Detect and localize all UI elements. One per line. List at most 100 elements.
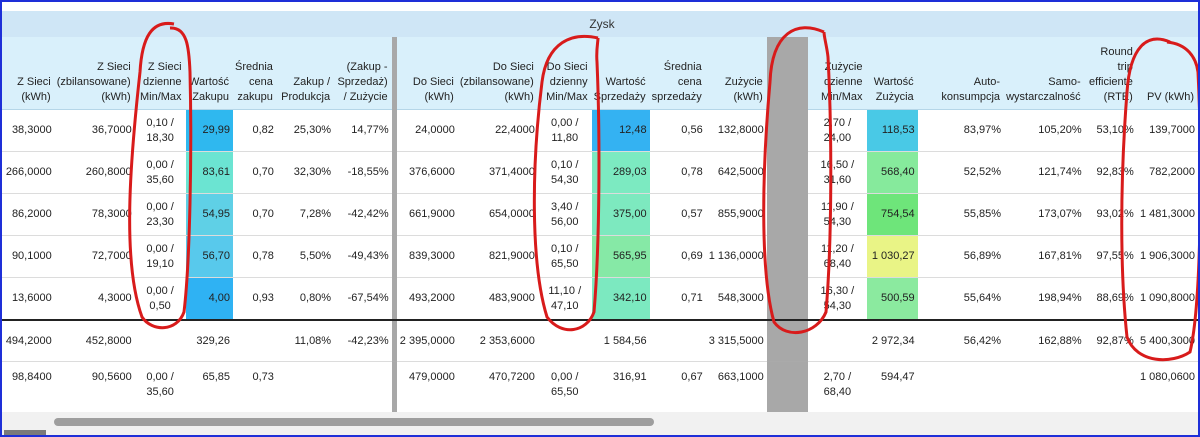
table-cell: 0,93 — [232, 277, 277, 321]
table-cell: 1 030,27 — [866, 235, 918, 278]
column-header[interactable]: Wartość Zużycia — [866, 37, 918, 110]
column-header[interactable]: Samo-wystarczalność — [1004, 37, 1085, 110]
table-cell: 11,90 / 54,30 — [808, 193, 867, 236]
table-cell: 371,4000 — [457, 151, 538, 194]
table-cell: 78,3000 — [54, 193, 135, 236]
table-cell: 118,53 — [866, 109, 918, 152]
table-cell: 2 395,0000 — [396, 319, 458, 362]
table-cell: 260,8000 — [54, 151, 135, 194]
table-cell: 88,69% — [1084, 277, 1137, 321]
table-cell: 375,00 — [591, 193, 650, 236]
group-header-zysk: Zysk — [2, 11, 1198, 38]
table-cell: 53,10% — [1084, 109, 1137, 152]
table-cell: 0,56 — [649, 109, 706, 152]
table-row[interactable]: 86,2000 78,3000 0,00 / 23,30 54,95 0,70 7,28%… — [2, 193, 1198, 236]
table-cell: 25,30% — [276, 109, 335, 152]
table-cell: 29,99 — [185, 109, 233, 152]
table-cell: 494,2000 — [2, 319, 55, 362]
table-cell: 782,2000 — [1136, 151, 1198, 194]
table-cell: 0,00 / 35,60 — [134, 151, 186, 194]
table-cell: 36,7000 — [54, 109, 135, 152]
column-separator — [391, 277, 397, 320]
table-cell: 0,69 — [649, 235, 706, 278]
table-cell: 1 584,56 — [591, 319, 650, 362]
table-cell: 342,10 — [591, 277, 650, 321]
table-cell — [808, 319, 867, 362]
table-cell: 105,20% — [1004, 109, 1085, 152]
table-cell: 5,50% — [276, 235, 335, 278]
table-cell: 4,00 — [185, 277, 233, 321]
table-cell: 2,70 / 24,00 — [808, 109, 867, 152]
table-cell: 52,52% — [917, 151, 1005, 194]
table-cell: 86,2000 — [2, 193, 55, 236]
column-separator — [766, 319, 809, 362]
table-cell: 2 972,34 — [866, 319, 918, 362]
table-cell: 376,6000 — [396, 151, 458, 194]
table-cell: 289,03 — [591, 151, 650, 194]
corner-tab — [4, 430, 46, 435]
table-cell: 173,07% — [1004, 193, 1085, 236]
column-header[interactable]: Zużycie dzienne Min/Max — [808, 37, 867, 110]
column-header[interactable]: Średnia cena sprzedaży — [649, 37, 706, 110]
table-cell: 11,08% — [276, 319, 335, 362]
column-header[interactable]: Zakup / Produkcja — [276, 37, 335, 110]
table-cell: 16,50 / 31,60 — [808, 151, 867, 194]
table-cell: 0,70 — [232, 151, 277, 194]
column-header[interactable]: Auto-konsumpcja — [917, 37, 1005, 110]
column-header[interactable]: Z Sieci (kWh) — [2, 37, 55, 110]
column-header[interactable]: Z Sieci dzienne Min/Max — [134, 37, 186, 110]
table-cell: 839,3000 — [396, 235, 458, 278]
table-cell: 56,42% — [917, 319, 1005, 362]
table-cell: 329,26 — [185, 319, 233, 362]
table-cell: -42,42% — [334, 193, 392, 236]
column-header[interactable]: Do Sieci (kWh) — [396, 37, 458, 110]
column-header[interactable]: Zużycie (kWh) — [705, 37, 767, 110]
column-header[interactable]: Z Sieci (zbilansowane) (kWh) — [54, 37, 135, 110]
column-header[interactable]: Do Sieci (zbilansowane) (kWh) — [457, 37, 538, 110]
table-cell: 0,00 / 11,80 — [537, 109, 592, 152]
table-row[interactable]: 38,3000 36,7000 0,10 / 18,30 29,99 0,82 25,30… — [2, 109, 1198, 152]
column-header[interactable]: Do Sieci dzienny Min/Max — [537, 37, 592, 110]
table-cell: 139,7000 — [1136, 109, 1198, 152]
column-header[interactable]: Round trip efficiente (RTE) — [1084, 37, 1137, 110]
table-row[interactable]: 13,6000 4,3000 0,00 / 0,50 4,00 0,93 0,80% -67… — [2, 277, 1198, 321]
table-cell: 0,82 — [232, 109, 277, 152]
column-header[interactable]: Wartość Zakupu — [185, 37, 233, 110]
column-separator — [766, 277, 809, 320]
table-cell: -18,55% — [334, 151, 392, 194]
table-cell: 568,40 — [866, 151, 918, 194]
table-cell — [649, 319, 706, 362]
table-cell: 3 315,5000 — [705, 319, 767, 362]
table-cell: 13,6000 — [2, 277, 55, 321]
column-header[interactable]: Średnia cena zakupu — [232, 37, 277, 110]
table-cell: 167,81% — [1004, 235, 1085, 278]
column-header[interactable]: Wartość Sprzedaży — [591, 37, 650, 110]
table-cell: 661,9000 — [396, 193, 458, 236]
table-cell: 83,61 — [185, 151, 233, 194]
table-cell: 54,95 — [185, 193, 233, 236]
column-header[interactable]: (Zakup - Sprzedaż) / Zużycie — [334, 37, 392, 110]
table-cell: 162,88% — [1004, 319, 1085, 362]
column-header[interactable]: PV (kWh) — [1136, 37, 1198, 110]
table-row[interactable]: 90,1000 72,7000 0,00 / 19,10 56,70 0,78 5,50%… — [2, 235, 1198, 278]
table-cell: 11,20 / 68,40 — [808, 235, 867, 278]
header-row: Z Sieci (kWh) Z Sieci (zbilansowane) (kWh… — [2, 37, 1198, 110]
table-cell: 12,48 — [591, 109, 650, 152]
table-row[interactable]: 266,0000 260,8000 0,00 / 35,60 83,61 0,70 32,… — [2, 151, 1198, 194]
horizontal-scrollbar[interactable] — [2, 412, 1198, 435]
table-cell: 0,70 — [232, 193, 277, 236]
table-cell: 855,9000 — [705, 193, 767, 236]
table-cell: 0,80% — [276, 277, 335, 321]
table-cell: 16,30 / 54,30 — [808, 277, 867, 321]
scrollbar-thumb[interactable] — [54, 418, 654, 426]
table-cell: 548,3000 — [705, 277, 767, 321]
table-cell: 1 906,3000 — [1136, 235, 1198, 278]
table-cell: 56,70 — [185, 235, 233, 278]
table-cell: 1 090,8000 — [1136, 277, 1198, 321]
table-cell: 0,78 — [232, 235, 277, 278]
table-cell: 0,57 — [649, 193, 706, 236]
table-cell: 55,85% — [917, 193, 1005, 236]
table-cell: 14,77% — [334, 109, 392, 152]
table-cell: 32,30% — [276, 151, 335, 194]
column-separator — [391, 319, 397, 362]
